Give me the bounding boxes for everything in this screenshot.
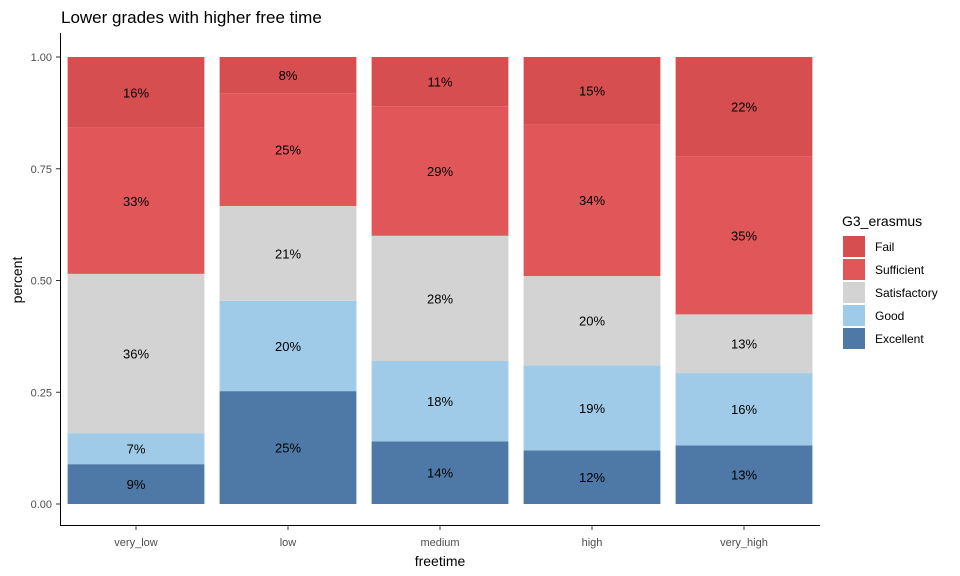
bar-medium-fail: [371, 57, 509, 107]
y-tick-label: 0.50: [31, 276, 52, 288]
legend-title: G3_erasmus: [842, 213, 922, 229]
legend-swatch-sufficient: [843, 259, 865, 280]
data-label-low-good: 20%: [275, 339, 301, 354]
data-label-very_low-satisfactory: 36%: [123, 347, 149, 362]
data-label-very_high-satisfactory: 13%: [731, 337, 757, 352]
y-tick-label: 0.25: [31, 387, 52, 399]
x-tick-label: medium: [420, 537, 459, 549]
data-label-very_low-good: 7%: [127, 442, 146, 457]
y-tick-label: 1.00: [31, 52, 52, 64]
data-label-very_high-fail: 22%: [731, 100, 757, 115]
bar-very_low-fail: [67, 57, 205, 128]
legend-label-fail: Fail: [875, 240, 894, 254]
data-label-medium-fail: 11%: [427, 75, 452, 90]
bar-high-sufficient: [523, 124, 661, 277]
legend-swatch-excellent: [843, 328, 865, 349]
bar-high-excellent: [523, 450, 661, 504]
legend-swatch-good: [843, 305, 865, 326]
bar-very_high-excellent: [675, 445, 813, 504]
data-label-high-excellent: 12%: [579, 470, 605, 485]
bar-medium-satisfactory: [371, 235, 509, 361]
data-label-medium-satisfactory: 28%: [427, 291, 453, 306]
bar-very_high-good: [675, 373, 813, 446]
data-label-medium-excellent: 14%: [427, 466, 453, 481]
plot-area: 9% 7% 36% 33% 16% 25% 20% 21% 25% 8% 14% 18% 28% 29% 1…: [31, 33, 820, 549]
data-label-low-fail: 8%: [279, 68, 298, 83]
bar-very_high-fail: [675, 57, 813, 157]
bars: [67, 57, 813, 504]
bar-very_high-satisfactory: [675, 314, 813, 374]
y-tick-label: 0.00: [31, 499, 52, 511]
y-axis-ticks: 0.00 0.25 0.50 0.75 1.00: [31, 52, 60, 511]
chart-title: Lower grades with higher free time: [61, 8, 322, 27]
bar-low-sufficient: [219, 93, 357, 206]
bar-low-satisfactory: [219, 206, 357, 301]
bar-medium-good: [371, 360, 509, 442]
data-label-very_high-excellent: 13%: [731, 468, 757, 483]
y-tick-label: 0.75: [31, 164, 52, 176]
bar-medium-excellent: [371, 441, 509, 504]
data-label-very_high-sufficient: 35%: [731, 228, 757, 243]
legend-swatch-satisfactory: [843, 282, 865, 303]
x-tick-label: very_high: [720, 537, 768, 549]
bar-very_high-sufficient: [675, 156, 813, 315]
bar-high-fail: [523, 57, 661, 125]
legend-label-sufficient: Sufficient: [875, 263, 925, 277]
bar-very_low-good: [67, 433, 205, 465]
data-label-high-satisfactory: 20%: [579, 314, 605, 329]
data-label-very_low-sufficient: 33%: [123, 194, 149, 209]
bar-very_low-excellent: [67, 464, 205, 504]
bar-low-fail: [219, 57, 357, 94]
legend: G3_erasmus Fail Sufficient Satisfactory Goo…: [842, 213, 938, 349]
legend-label-excellent: Excellent: [875, 332, 924, 346]
data-label-high-good: 19%: [579, 401, 605, 416]
data-label-low-sufficient: 25%: [275, 143, 301, 158]
data-label-high-fail: 15%: [579, 84, 605, 99]
data-label-high-sufficient: 34%: [579, 193, 605, 208]
legend-items: Fail Sufficient Satisfactory Good Excellent: [843, 236, 938, 349]
data-label-low-excellent: 25%: [275, 441, 301, 456]
bar-high-satisfactory: [523, 276, 661, 366]
data-label-very_low-excellent: 9%: [127, 477, 146, 492]
x-axis-ticks: very_low low medium high very_high: [114, 526, 768, 549]
data-label-medium-good: 18%: [427, 394, 453, 409]
data-label-low-satisfactory: 21%: [275, 246, 301, 261]
bar-low-good: [219, 300, 357, 392]
data-labels: 9% 7% 36% 33% 16% 25% 20% 21% 25% 8% 14% 18% 28% 29% 1…: [123, 68, 757, 492]
data-label-medium-sufficient: 29%: [427, 164, 453, 179]
legend-label-good: Good: [875, 309, 904, 323]
data-label-very_low-fail: 16%: [123, 85, 149, 100]
bar-medium-sufficient: [371, 106, 509, 236]
bar-low-excellent: [219, 391, 357, 504]
x-tick-label: high: [582, 537, 603, 549]
data-label-very_high-good: 16%: [731, 402, 757, 417]
legend-label-satisfactory: Satisfactory: [875, 286, 938, 300]
bar-very_low-sufficient: [67, 127, 205, 274]
x-tick-label: low: [280, 537, 297, 549]
x-axis-title: freetime: [415, 553, 466, 569]
bar-very_low-satisfactory: [67, 273, 205, 434]
legend-swatch-fail: [843, 236, 865, 257]
x-tick-label: very_low: [114, 537, 157, 549]
y-axis-title: percent: [9, 257, 25, 304]
bar-high-good: [523, 365, 661, 451]
